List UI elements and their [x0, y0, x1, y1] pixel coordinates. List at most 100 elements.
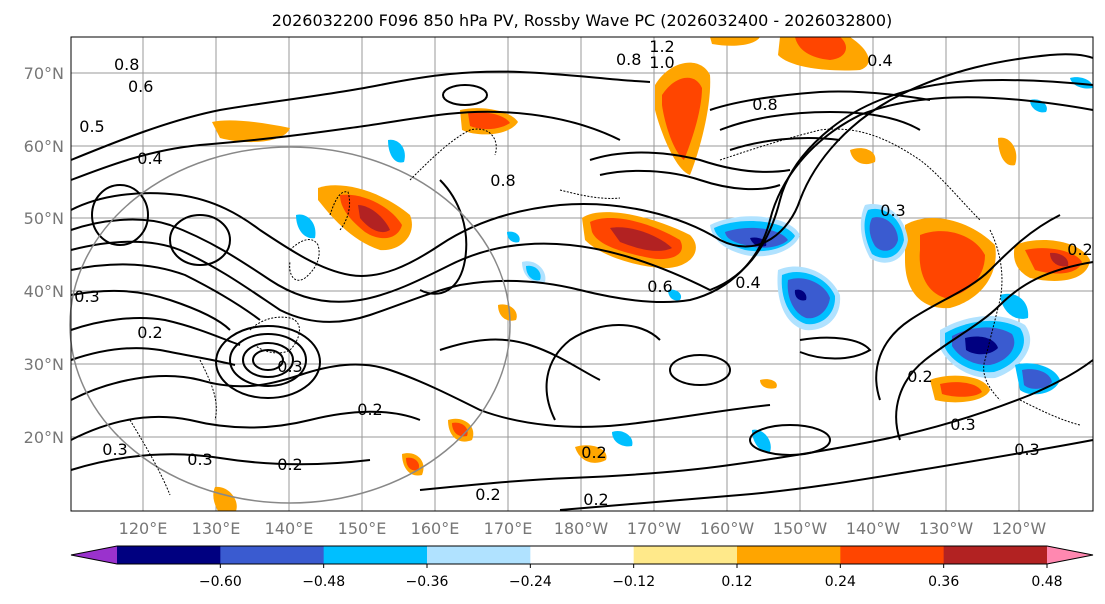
anomaly-blob [940, 382, 982, 397]
contour-label: 0.2 [357, 400, 382, 419]
anomaly-blob [869, 217, 898, 251]
anomaly-blob [752, 429, 771, 453]
contour-label: 0.2 [475, 485, 500, 504]
contour-label: 0.3 [187, 450, 212, 469]
anomaly-blob [668, 289, 682, 301]
contour-label: 0.2 [1067, 240, 1092, 259]
colorbar-tick-label: −0.48 [302, 574, 345, 590]
colorbar-bin [117, 546, 221, 564]
anomaly-blob [575, 445, 607, 463]
contour-label: 0.6 [647, 277, 672, 296]
longitude-labels: 120°E 130°E 140°E 150°E 160°E 170°E 180°… [119, 519, 1047, 538]
lon-label: 120°E [119, 519, 168, 538]
colorbar-extend-low [71, 546, 117, 564]
contour-label: 0.3 [950, 415, 975, 434]
lat-label: 30°N [24, 355, 64, 374]
anomaly-blob [526, 265, 541, 281]
anomaly-blob [710, 37, 760, 46]
colorbar-outline [70, 545, 1094, 565]
colorbar-bin [943, 546, 1048, 564]
contour-label: 0.2 [907, 367, 932, 386]
contour-label: 0.6 [128, 77, 153, 96]
contour-label: 0.3 [1014, 440, 1039, 459]
lat-label: 20°N [24, 428, 64, 447]
anomaly-blob [662, 77, 702, 160]
anomaly-blob [498, 304, 517, 321]
colorbar-bin [427, 546, 531, 564]
contour-label: 0.8 [752, 95, 777, 114]
lon-label: 130°W [919, 519, 974, 538]
contour-label: 0.4 [735, 273, 760, 292]
figure-title: 2026032200 F096 850 hPa PV, Rossby Wave … [272, 11, 893, 30]
anomaly-blob [850, 148, 876, 165]
anomaly-blob [1070, 77, 1093, 89]
colorbar-bin [220, 546, 325, 564]
anomaly-blob [468, 112, 510, 130]
anomaly-blob [212, 120, 290, 143]
shaded-anomalies [212, 37, 1093, 511]
colorbar-tick-label: 0.24 [825, 574, 856, 590]
lat-label: 40°N [24, 282, 64, 301]
pv-contours [70, 53, 1094, 511]
contour-label: 0.2 [137, 323, 162, 342]
lon-label: 160°W [700, 519, 755, 538]
lon-label: 180°W [554, 519, 609, 538]
anomaly-blob [358, 205, 390, 233]
colorbar-bin [840, 546, 945, 564]
lon-label: 140°E [265, 519, 314, 538]
anomaly-blob [787, 278, 830, 319]
anomaly-blob [794, 289, 807, 301]
lon-label: 170°E [484, 519, 533, 538]
contour-label: 0.5 [79, 117, 104, 136]
lon-label: 120°W [992, 519, 1047, 538]
colorbar-bin [737, 546, 841, 564]
coastlines [129, 128, 1081, 496]
lon-label: 150°W [773, 519, 828, 538]
anomaly-blob [610, 227, 672, 251]
anomaly-blob [296, 214, 316, 239]
colorbar-extend-high [1047, 546, 1093, 564]
contour-label: 0.3 [880, 201, 905, 220]
anomaly-blob [612, 430, 633, 447]
contour-label: 1.0 [649, 53, 674, 72]
colorbar-tick-label: 0.48 [1031, 574, 1062, 590]
colorbar-tick-label: −0.36 [406, 574, 449, 590]
lat-label: 50°N [24, 209, 64, 228]
colorbar-bin [323, 546, 428, 564]
colorbar-tick-label: −0.24 [509, 574, 552, 590]
contour-label: 0.2 [277, 455, 302, 474]
colorbar-tick-label: −0.60 [199, 574, 242, 590]
contour-label: 0.3 [102, 440, 127, 459]
lon-label: 170°W [627, 519, 682, 538]
contour-label: 0.4 [867, 51, 892, 70]
anomaly-blob [965, 336, 998, 355]
anomaly-blob [388, 139, 405, 163]
anomaly-blob [1050, 252, 1069, 267]
lon-label: 160°E [411, 519, 460, 538]
contour-label: 0.2 [581, 443, 606, 462]
contour-label: 0.8 [114, 55, 139, 74]
lat-label: 70°N [24, 64, 64, 83]
contour-label: 0.4 [137, 149, 162, 168]
lon-label: 150°E [338, 519, 387, 538]
anomaly-blob [1000, 293, 1029, 319]
reference-circle [69, 146, 511, 504]
anomaly-blob [795, 37, 846, 60]
contour-labels: 0.8 1.2 1.0 0.8 0.4 0.6 0.5 0.4 0.8 0.8 … [74, 37, 1092, 509]
colorbar-tick-label: −0.12 [612, 574, 655, 590]
anomaly-blob [452, 422, 468, 437]
colorbar-bin [530, 546, 635, 564]
anomaly-blob [760, 379, 777, 389]
anomaly-blob [919, 231, 985, 298]
contour-label: 0.8 [490, 171, 515, 190]
anomaly-blob [1022, 369, 1052, 389]
latitude-labels: 70°N 60°N 50°N 40°N 30°N 20°N [24, 64, 64, 447]
contour-label: 1.2 [649, 37, 674, 56]
colorbar: −0.60 −0.48 −0.36 −0.24 −0.12 0.12 0.24 0.36 0.4… [70, 545, 1094, 590]
map-panel: 0.8 1.2 1.0 0.8 0.4 0.6 0.5 0.4 0.8 0.8 … [69, 36, 1094, 512]
contour-label: 0.2 [583, 490, 608, 509]
anomaly-blob [507, 231, 520, 243]
anomaly-blob [406, 457, 420, 471]
contour-label: 0.3 [277, 357, 302, 376]
